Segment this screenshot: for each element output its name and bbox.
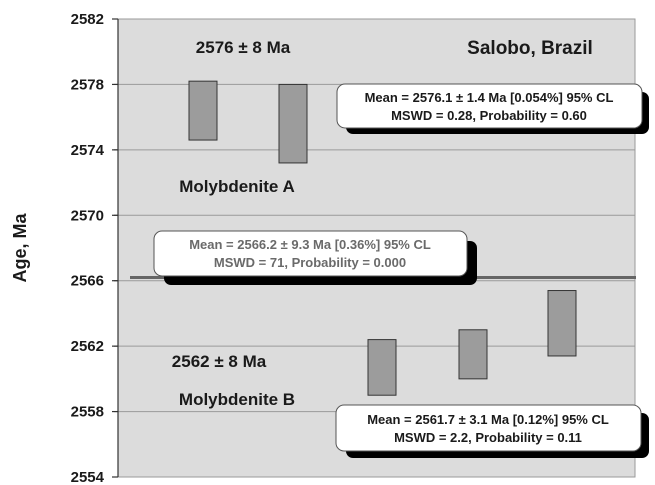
error-box [188,80,218,141]
y-tick-label: 2566 [71,273,104,290]
mean-box-a-panel [336,83,643,129]
series-label-a: Molybdenite A [179,177,295,196]
chart-title: Salobo, Brazil [467,38,593,59]
mean-box-b-panel [335,404,642,452]
mean-box-overall: Mean = 2566.2 ± 9.3 Ma [0.36%] 95% CL MS… [153,230,477,285]
age-label-a: 2576 ± 8 Ma [196,38,291,57]
mean-box-b: Mean = 2561.7 ± 3.1 Ma [0.12%] 95% CL MS… [335,404,649,458]
error-bars [188,80,577,396]
y-tick-label: 2570 [71,207,104,224]
mean-box-b-line1: Mean = 2561.7 ± 3.1 Ma [0.12%] 95% CL [367,412,609,427]
mean-box-overall-line1: Mean = 2566.2 ± 9.3 Ma [0.36%] 95% CL [189,237,431,252]
y-tick-label: 2558 [71,404,104,421]
age-label-b: 2562 ± 8 Ma [172,352,267,371]
y-tick-label: 2578 [71,76,104,93]
y-tick-label: 2574 [71,142,105,159]
y-tick-label: 2582 [71,11,104,28]
y-tick-label: 2554 [71,469,105,485]
y-axis-title: Age, Ma [10,213,30,283]
error-box [367,339,397,396]
mean-box-overall-line2: MSWD = 71, Probability = 0.000 [214,255,406,270]
mean-box-a-line2: MSWD = 0.28, Probability = 0.60 [391,108,587,123]
mean-box-a-line1: Mean = 2576.1 ± 1.4 Ma [0.054%] 95% CL [365,90,614,105]
y-tick-label: 2562 [71,338,104,355]
mean-box-b-line2: MSWD = 2.2, Probability = 0.11 [394,430,582,445]
series-label-b: Molybdenite B [179,390,295,409]
mean-box-a: Mean = 2576.1 ± 1.4 Ma [0.054%] 95% CL M… [336,83,649,134]
error-box [547,290,577,357]
error-box [278,83,308,164]
mean-box-overall-panel [153,230,468,277]
error-box [458,329,488,380]
y-axis: 2554 2558 2562 2566 2570 2574 2578 2582 [71,11,119,485]
